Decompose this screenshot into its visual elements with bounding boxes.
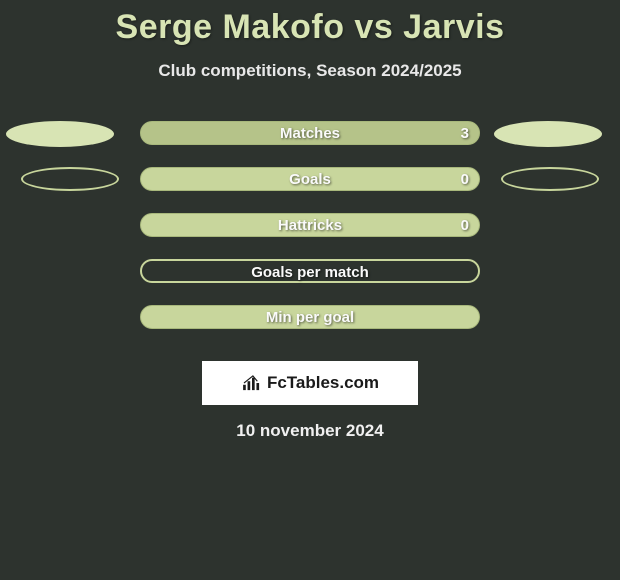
bar-label-goals: Goals <box>141 171 479 188</box>
bar-label-min-per-goal: Min per goal <box>141 309 479 326</box>
left-marker-goals <box>21 167 119 191</box>
page-title: Serge Makofo vs Jarvis <box>0 0 620 47</box>
page-subtitle: Club competitions, Season 2024/2025 <box>0 61 620 81</box>
bar-value-goals: 0 <box>461 171 469 188</box>
left-marker-matches <box>6 121 114 147</box>
bar-value-hattricks: 0 <box>461 217 469 234</box>
logo-text: FcTables.com <box>241 373 379 393</box>
bar-label-hattricks: Hattricks <box>141 217 479 234</box>
date-text: 10 november 2024 <box>0 421 620 441</box>
right-marker-goals <box>501 167 599 191</box>
stat-row-goals: Goals 0 <box>0 165 620 211</box>
logo-label: FcTables.com <box>267 373 379 393</box>
comparison-chart: Matches 3 Goals 0 Hattricks 0 Goals per … <box>0 119 620 349</box>
stat-row-goals-per-match: Goals per match <box>0 257 620 303</box>
bar-matches: Matches 3 <box>140 121 480 145</box>
stat-row-matches: Matches 3 <box>0 119 620 165</box>
source-logo: FcTables.com <box>202 361 418 405</box>
stat-row-hattricks: Hattricks 0 <box>0 211 620 257</box>
bar-hattricks: Hattricks 0 <box>140 213 480 237</box>
bar-goals: Goals 0 <box>140 167 480 191</box>
right-marker-matches <box>494 121 602 147</box>
stat-row-min-per-goal: Min per goal <box>0 303 620 349</box>
bar-label-goals-per-match: Goals per match <box>142 264 478 281</box>
bar-min-per-goal: Min per goal <box>140 305 480 329</box>
bars-icon <box>241 375 263 391</box>
bar-goals-per-match: Goals per match <box>140 259 480 283</box>
bar-label-matches: Matches <box>141 125 479 142</box>
bar-value-matches: 3 <box>461 125 469 142</box>
